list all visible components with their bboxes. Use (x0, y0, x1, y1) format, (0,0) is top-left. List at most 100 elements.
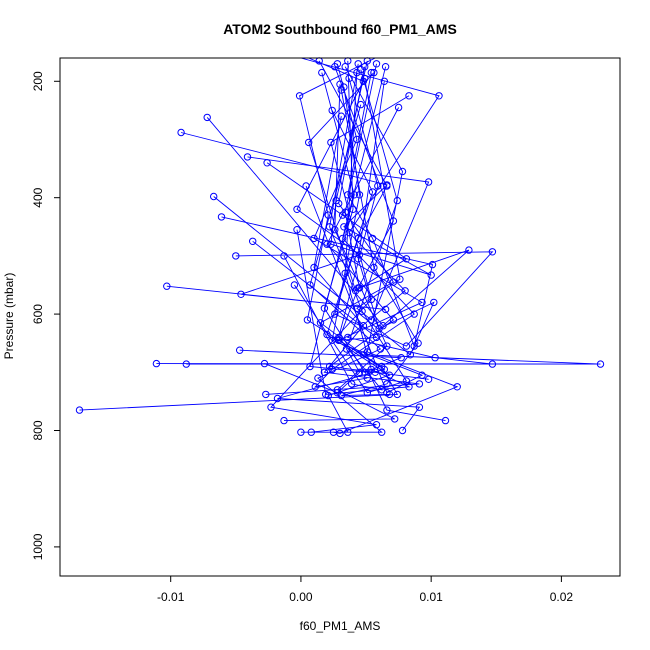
series-line-24 (264, 69, 398, 394)
data-point (310, 234, 318, 243)
data-point (368, 188, 377, 196)
data-point (314, 374, 322, 382)
data-point (488, 360, 497, 368)
data-point (410, 342, 418, 350)
data-point (465, 246, 473, 254)
data-point (381, 305, 390, 314)
data-point (398, 426, 407, 435)
data-point (267, 403, 275, 411)
data-point (372, 421, 381, 429)
series-layer (79, 58, 601, 434)
data-point (344, 428, 352, 436)
data-point (383, 406, 391, 414)
x-tick-label: 0.01 (419, 590, 443, 604)
data-point (370, 68, 378, 77)
series-line-7 (300, 104, 383, 433)
data-point (177, 128, 185, 137)
data-point (203, 113, 211, 122)
data-point (293, 205, 301, 214)
data-point (243, 153, 252, 161)
data-point (355, 368, 364, 376)
data-point (355, 191, 364, 199)
data-point (320, 368, 329, 376)
data-point (217, 213, 226, 221)
series-line-2 (156, 66, 601, 365)
series-line-1 (79, 63, 423, 411)
data-point (290, 281, 299, 289)
y-tick-label: 1000 (31, 533, 45, 560)
data-point (367, 295, 375, 304)
data-point (331, 62, 339, 71)
data-point (338, 211, 347, 219)
y-tick-label: 400 (31, 187, 45, 207)
series-line-3 (186, 58, 493, 365)
data-point (378, 428, 386, 436)
data-point (332, 196, 340, 205)
data-point (367, 68, 375, 77)
data-point (262, 390, 270, 399)
points-layer (75, 57, 605, 438)
data-point (353, 135, 361, 144)
data-point (391, 415, 399, 423)
y-tick-label: 200 (31, 71, 45, 91)
x-tick-label: 0.00 (289, 590, 313, 604)
data-point (361, 74, 369, 83)
data-point (310, 263, 318, 272)
data-point (331, 310, 339, 318)
data-point (293, 226, 301, 234)
data-point (333, 389, 342, 397)
data-point (415, 380, 424, 388)
data-point (378, 362, 386, 371)
data-point (381, 62, 390, 71)
data-point (383, 389, 391, 397)
data-point (260, 359, 269, 368)
data-point (341, 269, 349, 277)
data-point (396, 275, 404, 283)
data-point (263, 159, 271, 167)
data-point (348, 380, 356, 388)
series-line-27 (305, 87, 424, 394)
series-line-23 (266, 72, 408, 292)
data-point (325, 362, 334, 371)
data-point (295, 92, 304, 100)
x-tick-label: -0.01 (157, 590, 185, 604)
data-point (323, 240, 331, 248)
data-point (75, 406, 84, 414)
data-point (306, 281, 314, 289)
data-point (410, 310, 418, 318)
data-point (367, 365, 375, 374)
data-point (389, 316, 398, 324)
data-point (383, 181, 391, 189)
data-point (344, 191, 352, 199)
data-point (320, 304, 329, 312)
data-point (327, 240, 335, 248)
data-point (316, 319, 325, 327)
x-tick-label: 0.02 (550, 590, 574, 604)
data-point (307, 428, 315, 436)
data-point (402, 255, 411, 263)
data-point (280, 416, 288, 425)
data-point (355, 251, 364, 259)
data-point (345, 228, 353, 237)
data-point (389, 217, 398, 225)
data-point (340, 83, 348, 91)
data-point (424, 375, 433, 383)
data-point (280, 252, 288, 260)
data-point (337, 112, 345, 120)
data-point (372, 333, 381, 342)
data-point (210, 192, 218, 201)
data-point (431, 354, 439, 362)
data-point (311, 383, 319, 391)
data-point (273, 394, 282, 403)
data-point (305, 138, 313, 147)
data-point (328, 106, 336, 115)
data-point (375, 324, 383, 333)
data-point (336, 429, 344, 438)
series-line-26 (294, 63, 408, 394)
data-point (405, 383, 413, 391)
data-point (374, 182, 382, 190)
data-point (405, 92, 413, 100)
x-axis-label: f60_PM1_AMS (300, 619, 381, 633)
data-point (306, 362, 314, 371)
data-point (370, 263, 378, 272)
